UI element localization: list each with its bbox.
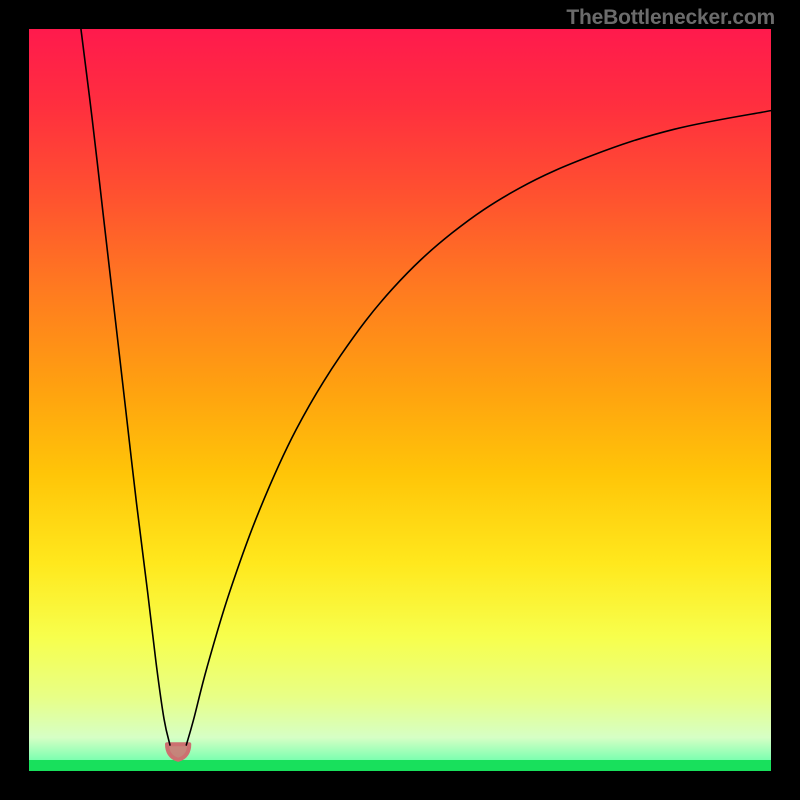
curve-left-branch	[81, 29, 170, 745]
chart-container: TheBottlenecker.com	[0, 0, 800, 800]
curve-right-branch	[186, 111, 771, 745]
curve-minimum-highlight	[167, 744, 189, 760]
watermark-text: TheBottlenecker.com	[566, 6, 775, 30]
plot-area	[29, 29, 771, 771]
bottleneck-curve	[29, 29, 771, 771]
